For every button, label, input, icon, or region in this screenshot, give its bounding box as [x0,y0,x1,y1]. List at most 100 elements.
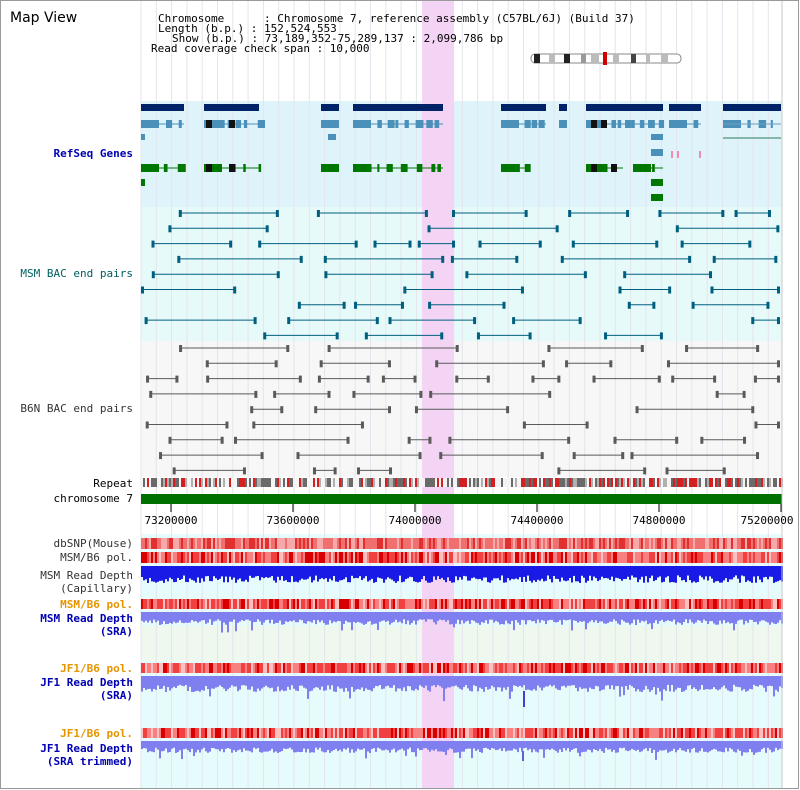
track-label-refseq[interactable]: RefSeq Genes [53,147,133,160]
jf1-polymorphism [619,663,621,673]
track-label-b6n-bac[interactable]: B6N BAC end pairs [20,402,133,415]
jf1-depth-trimmed [653,741,655,750]
track-label-msm-b6-pol-sra[interactable]: MSM/B6 pol. [60,598,133,611]
jf1-trimmed-polymorphism [629,728,631,738]
jf1-depth-trimmed [453,741,455,753]
gene-exon [617,120,622,128]
jf1-trimmed-polymorphism [325,728,327,738]
bac-end-marker [486,375,490,383]
msm-depth-capillary [671,566,673,583]
jf1-trimmed-polymorphism [705,728,707,738]
track-label-chromosome[interactable]: chromosome 7 [53,492,133,505]
track-label-repeat[interactable]: Repeat [93,477,133,490]
repeat-element [161,478,163,487]
jf1-polymorphism [615,663,617,673]
dbsnp-density [321,538,323,549]
msm-sra-polymorphism [399,599,401,609]
jf1-trimmed-polymorphism [157,728,159,738]
track-label-msm-depth-capillary[interactable]: MSM Read Depth [40,569,133,582]
jf1-polymorphism [357,663,359,673]
jf1-trimmed-polymorphism [779,728,781,738]
repeat-element [505,478,507,487]
track-label-jf1-depth-trimmed[interactable]: JF1 Read Depth [40,742,133,755]
msm-depth-capillary [147,566,149,583]
jf1-trimmed-polymorphism [515,728,517,738]
repeat-element [153,478,155,487]
msm-sra-polymorphism [443,599,445,609]
jf1-polymorphism [247,663,249,673]
jf1-depth-trimmed [191,741,193,749]
jf1-depth-sra [703,676,705,690]
msm-depth-sra [197,612,199,623]
msm-polymorphism [233,552,235,563]
dbsnp-density [409,538,411,549]
msm-sra-polymorphism [227,599,229,609]
msm-depth-capillary [511,566,513,579]
repeat-element [771,478,773,487]
track-label-jf1-depth-sra[interactable]: JF1 Read Depth [40,676,133,689]
msm-depth-capillary [305,566,307,580]
msm-depth-capillary [525,566,527,582]
repeat-element [409,478,411,487]
jf1-trimmed-polymorphism [459,728,461,738]
dbsnp-density [303,538,305,549]
jf1-polymorphism [487,663,489,673]
msm-depth-capillary [231,566,233,580]
msm-depth-sra [237,612,239,623]
jf1-depth-sra [233,676,235,687]
msm-depth-capillary [327,566,329,582]
jf1-depth-sra [695,676,697,690]
msm-depth-capillary [225,566,227,577]
jf1-depth-trimmed [527,741,529,751]
repeat-element [271,478,273,487]
gene-body [141,104,184,111]
jf1-trimmed-polymorphism [761,728,763,738]
msm-depth-capillary [413,566,415,582]
jf1-depth-trimmed [271,741,273,749]
msm-depth-sra [623,612,625,622]
msm-depth-sra [369,612,371,622]
jf1-trimmed-polymorphism [479,728,481,738]
track-label-msm-bac[interactable]: MSM BAC end pairs [20,267,133,280]
msm-depth-capillary [217,566,219,580]
msm-depth-capillary [307,566,309,579]
jf1-depth-sra [279,676,281,692]
jf1-depth-sra [245,676,247,686]
msm-depth-sra [491,612,493,620]
dbsnp-density [683,538,685,549]
repeat-element [371,478,373,487]
dbsnp-density [225,538,227,549]
repeat-element [221,478,223,487]
msm-polymorphism [541,552,543,563]
jf1-polymorphism [685,663,687,673]
repeat-element [645,478,647,487]
bac-end-marker [253,317,257,325]
bac-end-marker [547,345,551,352]
msm-depth-sra [599,612,601,622]
msm-sra-polymorphism [449,599,451,609]
msm-depth-capillary [473,566,475,578]
track-label-msm-b6-pol[interactable]: MSM/B6 pol. [60,551,133,564]
jf1-polymorphism [149,663,151,673]
bac-end-marker [286,345,290,352]
jf1-depth-sra [267,676,269,688]
repeat-element [369,478,371,487]
jf1-depth-sra [271,676,273,688]
track-label-jf1-b6-pol[interactable]: JF1/B6 pol. [60,662,133,675]
dbsnp-density [497,538,499,549]
track-label-msm-depth-sra[interactable]: MSM Read Depth [40,612,133,625]
jf1-depth-sra [647,676,649,690]
repeat-element [455,478,457,487]
jf1-depth-sra [343,676,345,692]
jf1-polymorphism [431,663,433,673]
jf1-polymorphism [769,663,771,673]
dbsnp-density [177,538,179,549]
repeat-element [205,478,207,487]
msm-depth-sra [239,612,241,622]
jf1-trimmed-polymorphism [631,728,633,738]
track-label-dbsnp[interactable]: dbSNP(Mouse) [53,537,133,550]
track-label-jf1-b6-pol-trimmed[interactable]: JF1/B6 pol. [60,727,133,740]
msm-depth-sra [345,612,347,621]
msm-depth-sra [437,612,439,621]
